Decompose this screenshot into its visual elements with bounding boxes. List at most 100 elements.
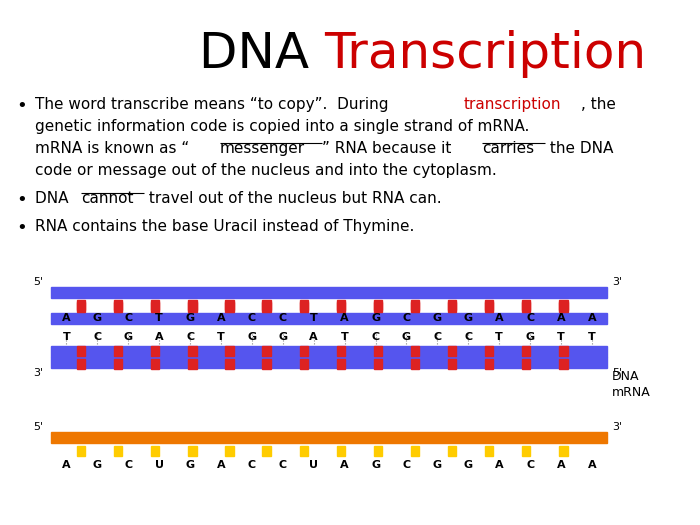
Bar [337,359,345,369]
Text: code or message out of the nucleus and into the cytoplasm.: code or message out of the nucleus and i… [35,163,497,178]
Bar [51,287,608,298]
Text: transcription: transcription [464,97,561,112]
Bar [485,359,494,369]
Bar [300,446,308,456]
Bar [485,346,494,356]
Bar [337,300,345,310]
Bar [77,359,85,369]
Text: T: T [496,332,503,342]
Bar [374,302,382,312]
Bar [485,446,494,456]
Text: DNA: DNA [35,191,74,206]
Bar [337,302,345,312]
Text: mRNA: mRNA [612,386,651,399]
Text: C: C [248,460,256,470]
Bar [188,346,197,356]
Text: A: A [340,313,349,323]
Text: G: G [371,313,380,323]
Bar [151,300,160,310]
Text: •: • [17,191,27,209]
Text: C: C [433,332,442,342]
Text: G: G [124,332,133,342]
Text: G: G [463,460,473,470]
Bar [188,302,197,312]
Text: G: G [186,460,195,470]
Bar [77,302,85,312]
Bar [448,346,456,356]
Bar [522,300,531,310]
Text: A: A [340,460,349,470]
Text: C: C [93,332,102,342]
Text: U: U [309,460,318,470]
Bar [51,313,608,324]
Text: C: C [402,313,410,323]
Text: T: T [341,332,349,342]
Bar [522,446,531,456]
Bar [337,446,345,456]
Bar [411,346,419,356]
Text: The word transcribe means “to copy”.  During: The word transcribe means “to copy”. Dur… [35,97,393,112]
Text: G: G [371,460,380,470]
Text: G: G [402,332,411,342]
Text: mRNA is known as “: mRNA is known as “ [35,141,190,156]
Text: cannot: cannot [81,191,134,206]
Text: 5': 5' [612,368,622,378]
Text: T: T [310,313,318,323]
Bar [485,302,494,312]
Text: A: A [62,313,71,323]
Text: C: C [372,332,379,342]
Bar [114,302,122,312]
Text: C: C [279,460,287,470]
Text: T: T [155,313,163,323]
Bar [559,359,568,369]
Text: DNA: DNA [199,30,325,78]
Text: travel out of the nucleus but RNA can.: travel out of the nucleus but RNA can. [144,191,442,206]
Text: T: T [217,332,225,342]
Text: A: A [556,313,566,323]
Bar [262,446,271,456]
Bar [411,359,419,369]
Bar [559,446,568,456]
Text: A: A [309,332,318,342]
Text: A: A [62,460,71,470]
Text: messenger: messenger [220,141,305,156]
Text: 5': 5' [34,277,43,287]
Text: •: • [17,97,27,115]
Bar [114,300,122,310]
Bar [522,346,531,356]
Text: G: G [93,460,102,470]
Text: T: T [62,332,70,342]
Bar [77,346,85,356]
Bar [225,446,234,456]
Bar [522,302,531,312]
Bar [188,359,197,369]
Bar [77,446,85,456]
Bar [77,300,85,310]
Text: carries: carries [482,141,534,156]
Bar [337,346,345,356]
Bar [51,346,608,357]
Bar [374,300,382,310]
Bar [448,446,456,456]
Text: G: G [93,313,102,323]
Text: 5': 5' [34,422,43,432]
Text: A: A [587,460,596,470]
Bar [411,302,419,312]
Text: G: G [433,313,442,323]
Bar [448,302,456,312]
Bar [151,302,160,312]
Bar [374,346,382,356]
Text: A: A [495,313,503,323]
Bar [262,300,271,310]
Text: A: A [217,460,225,470]
Text: Transcription: Transcription [325,30,647,78]
Text: G: G [526,332,535,342]
Bar [225,359,234,369]
Text: A: A [217,313,225,323]
Text: A: A [556,460,566,470]
Bar [114,346,122,356]
Bar [448,300,456,310]
Bar [485,300,494,310]
Text: T: T [557,332,565,342]
Text: C: C [124,313,132,323]
